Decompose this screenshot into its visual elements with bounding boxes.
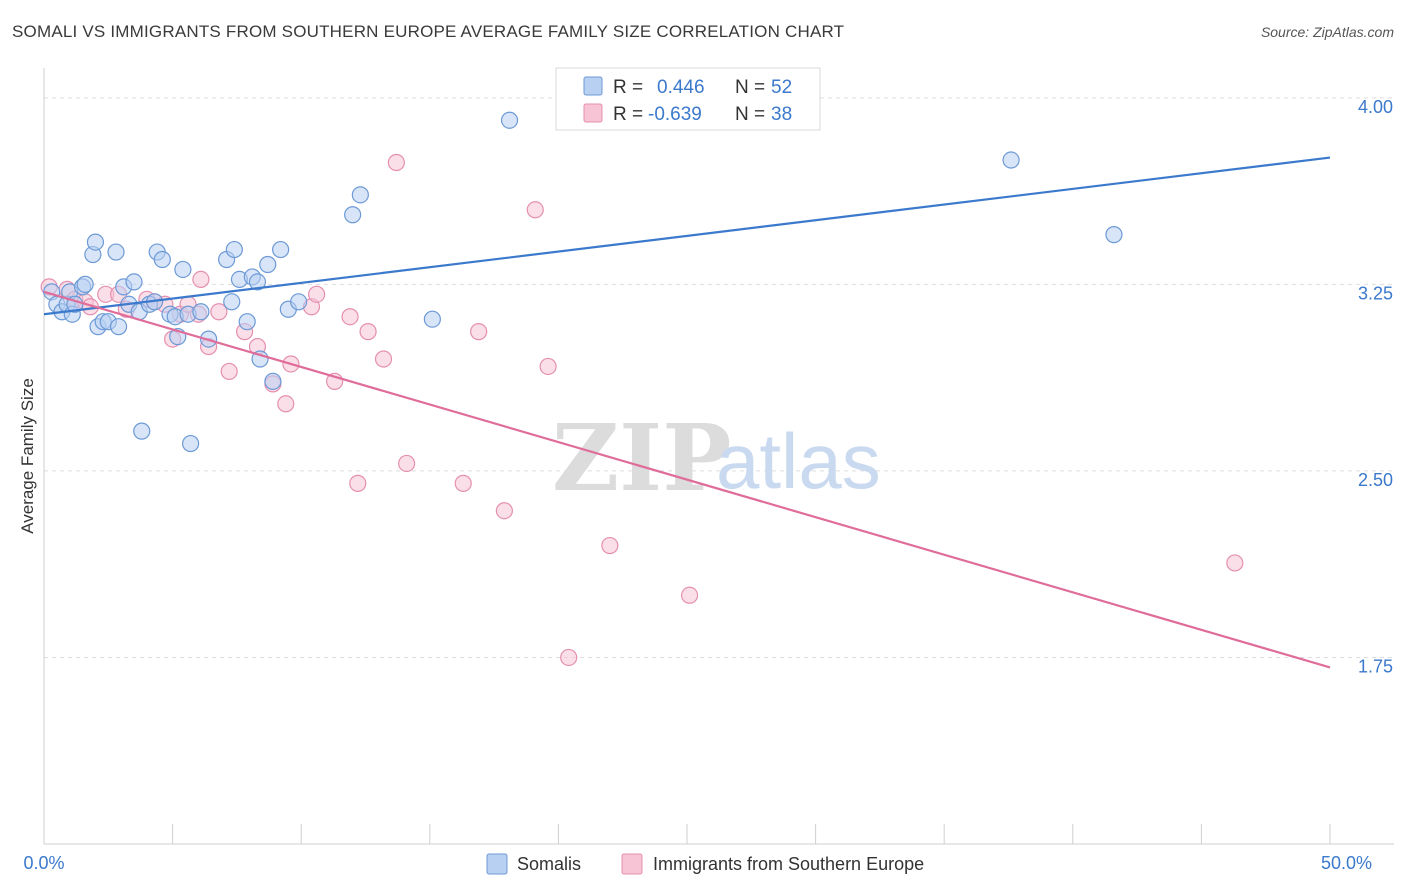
point-somalis [76, 275, 94, 293]
legend-swatch-immigrants [583, 103, 603, 123]
point-immigrants [359, 323, 377, 341]
point-somalis [174, 260, 192, 279]
point-immigrants [374, 350, 393, 368]
point-immigrants [601, 536, 619, 555]
bottom-legend-swatch-immigrants [621, 853, 643, 875]
point-somalis [344, 206, 362, 224]
point-immigrants [387, 153, 405, 172]
series-legend: Somalis Immigrants from Southern Europe [486, 853, 924, 875]
stats-legend: R = 0.446 N = 52 R = -0.639 N = 38 [555, 67, 821, 131]
point-immigrants [680, 586, 699, 604]
legend-r-label-immigrants: R = [613, 104, 643, 125]
trend-line-immigrants [43, 290, 1331, 669]
legend-r-label-somalis: R = [613, 77, 643, 98]
trend-lines [43, 156, 1331, 669]
point-somalis [133, 422, 151, 440]
watermark-atlas: atlas [716, 417, 881, 505]
gridlines [44, 97, 1394, 658]
legend-r-value-immigrants: -0.639 [648, 104, 702, 125]
x-ticks [43, 824, 1331, 844]
series-somalis-points [43, 111, 1123, 453]
point-somalis [1105, 226, 1123, 244]
y-tick-label: 4.00 [1358, 97, 1393, 117]
point-immigrants [470, 323, 488, 341]
x-tick-label-min: 0.0% [23, 853, 64, 873]
x-tick-label-max: 50.0% [1321, 853, 1372, 873]
point-somalis [109, 318, 128, 336]
axes [43, 68, 1394, 845]
watermark: ZIP atlas [552, 404, 881, 512]
point-immigrants [220, 362, 238, 381]
y-tick-label: 3.25 [1358, 283, 1393, 303]
point-immigrants [341, 308, 359, 326]
bottom-legend-label-immigrants: Immigrants from Southern Europe [653, 854, 924, 874]
point-somalis [351, 186, 369, 204]
legend-n-value-immigrants: 38 [771, 104, 792, 125]
legend-swatch-somalis [583, 76, 603, 96]
point-somalis [225, 240, 243, 259]
y-tick-label: 2.50 [1358, 470, 1393, 490]
point-somalis [153, 250, 171, 269]
point-somalis [86, 233, 105, 251]
watermark-zip: ZIP [552, 404, 731, 512]
point-somalis [264, 372, 282, 390]
chart-title: SOMALI VS IMMIGRANTS FROM SOUTHERN EUROP… [12, 22, 845, 41]
point-immigrants [192, 270, 210, 289]
point-immigrants [495, 502, 513, 520]
point-immigrants [277, 395, 295, 413]
point-immigrants [308, 285, 326, 303]
point-immigrants [560, 648, 578, 667]
y-axis-title: Average Family Size [18, 378, 37, 534]
legend-r-value-somalis: 0.446 [657, 77, 705, 98]
point-immigrants [1226, 554, 1244, 572]
point-somalis [125, 273, 143, 291]
y-tick-label: 1.75 [1358, 656, 1393, 676]
point-somalis [1002, 151, 1020, 169]
point-somalis [248, 273, 267, 291]
point-somalis [238, 313, 256, 331]
point-somalis [290, 293, 308, 311]
legend-n-label-immigrants: N = [735, 104, 765, 125]
point-somalis [182, 434, 200, 453]
source-label: Source: ZipAtlas.com [1260, 24, 1394, 40]
bottom-legend-label-somalis: Somalis [517, 854, 581, 874]
point-somalis [107, 243, 125, 261]
point-somalis [423, 310, 441, 328]
point-immigrants [454, 474, 472, 492]
point-immigrants [539, 357, 557, 376]
point-immigrants [398, 454, 416, 473]
bottom-legend-swatch-somalis [486, 853, 508, 875]
legend-n-label-somalis: N = [735, 77, 765, 98]
point-somalis [192, 303, 210, 321]
legend-n-value-somalis: 52 [771, 77, 792, 98]
point-somalis [223, 293, 241, 311]
point-somalis [500, 111, 519, 129]
point-immigrants [349, 474, 367, 492]
trend-line-somalis [43, 156, 1331, 316]
y-tick-labels: 1.75 2.50 3.25 4.00 [1358, 97, 1393, 677]
point-somalis [259, 255, 277, 274]
point-somalis [272, 240, 290, 259]
point-immigrants [526, 201, 544, 219]
point-immigrants [210, 303, 228, 321]
